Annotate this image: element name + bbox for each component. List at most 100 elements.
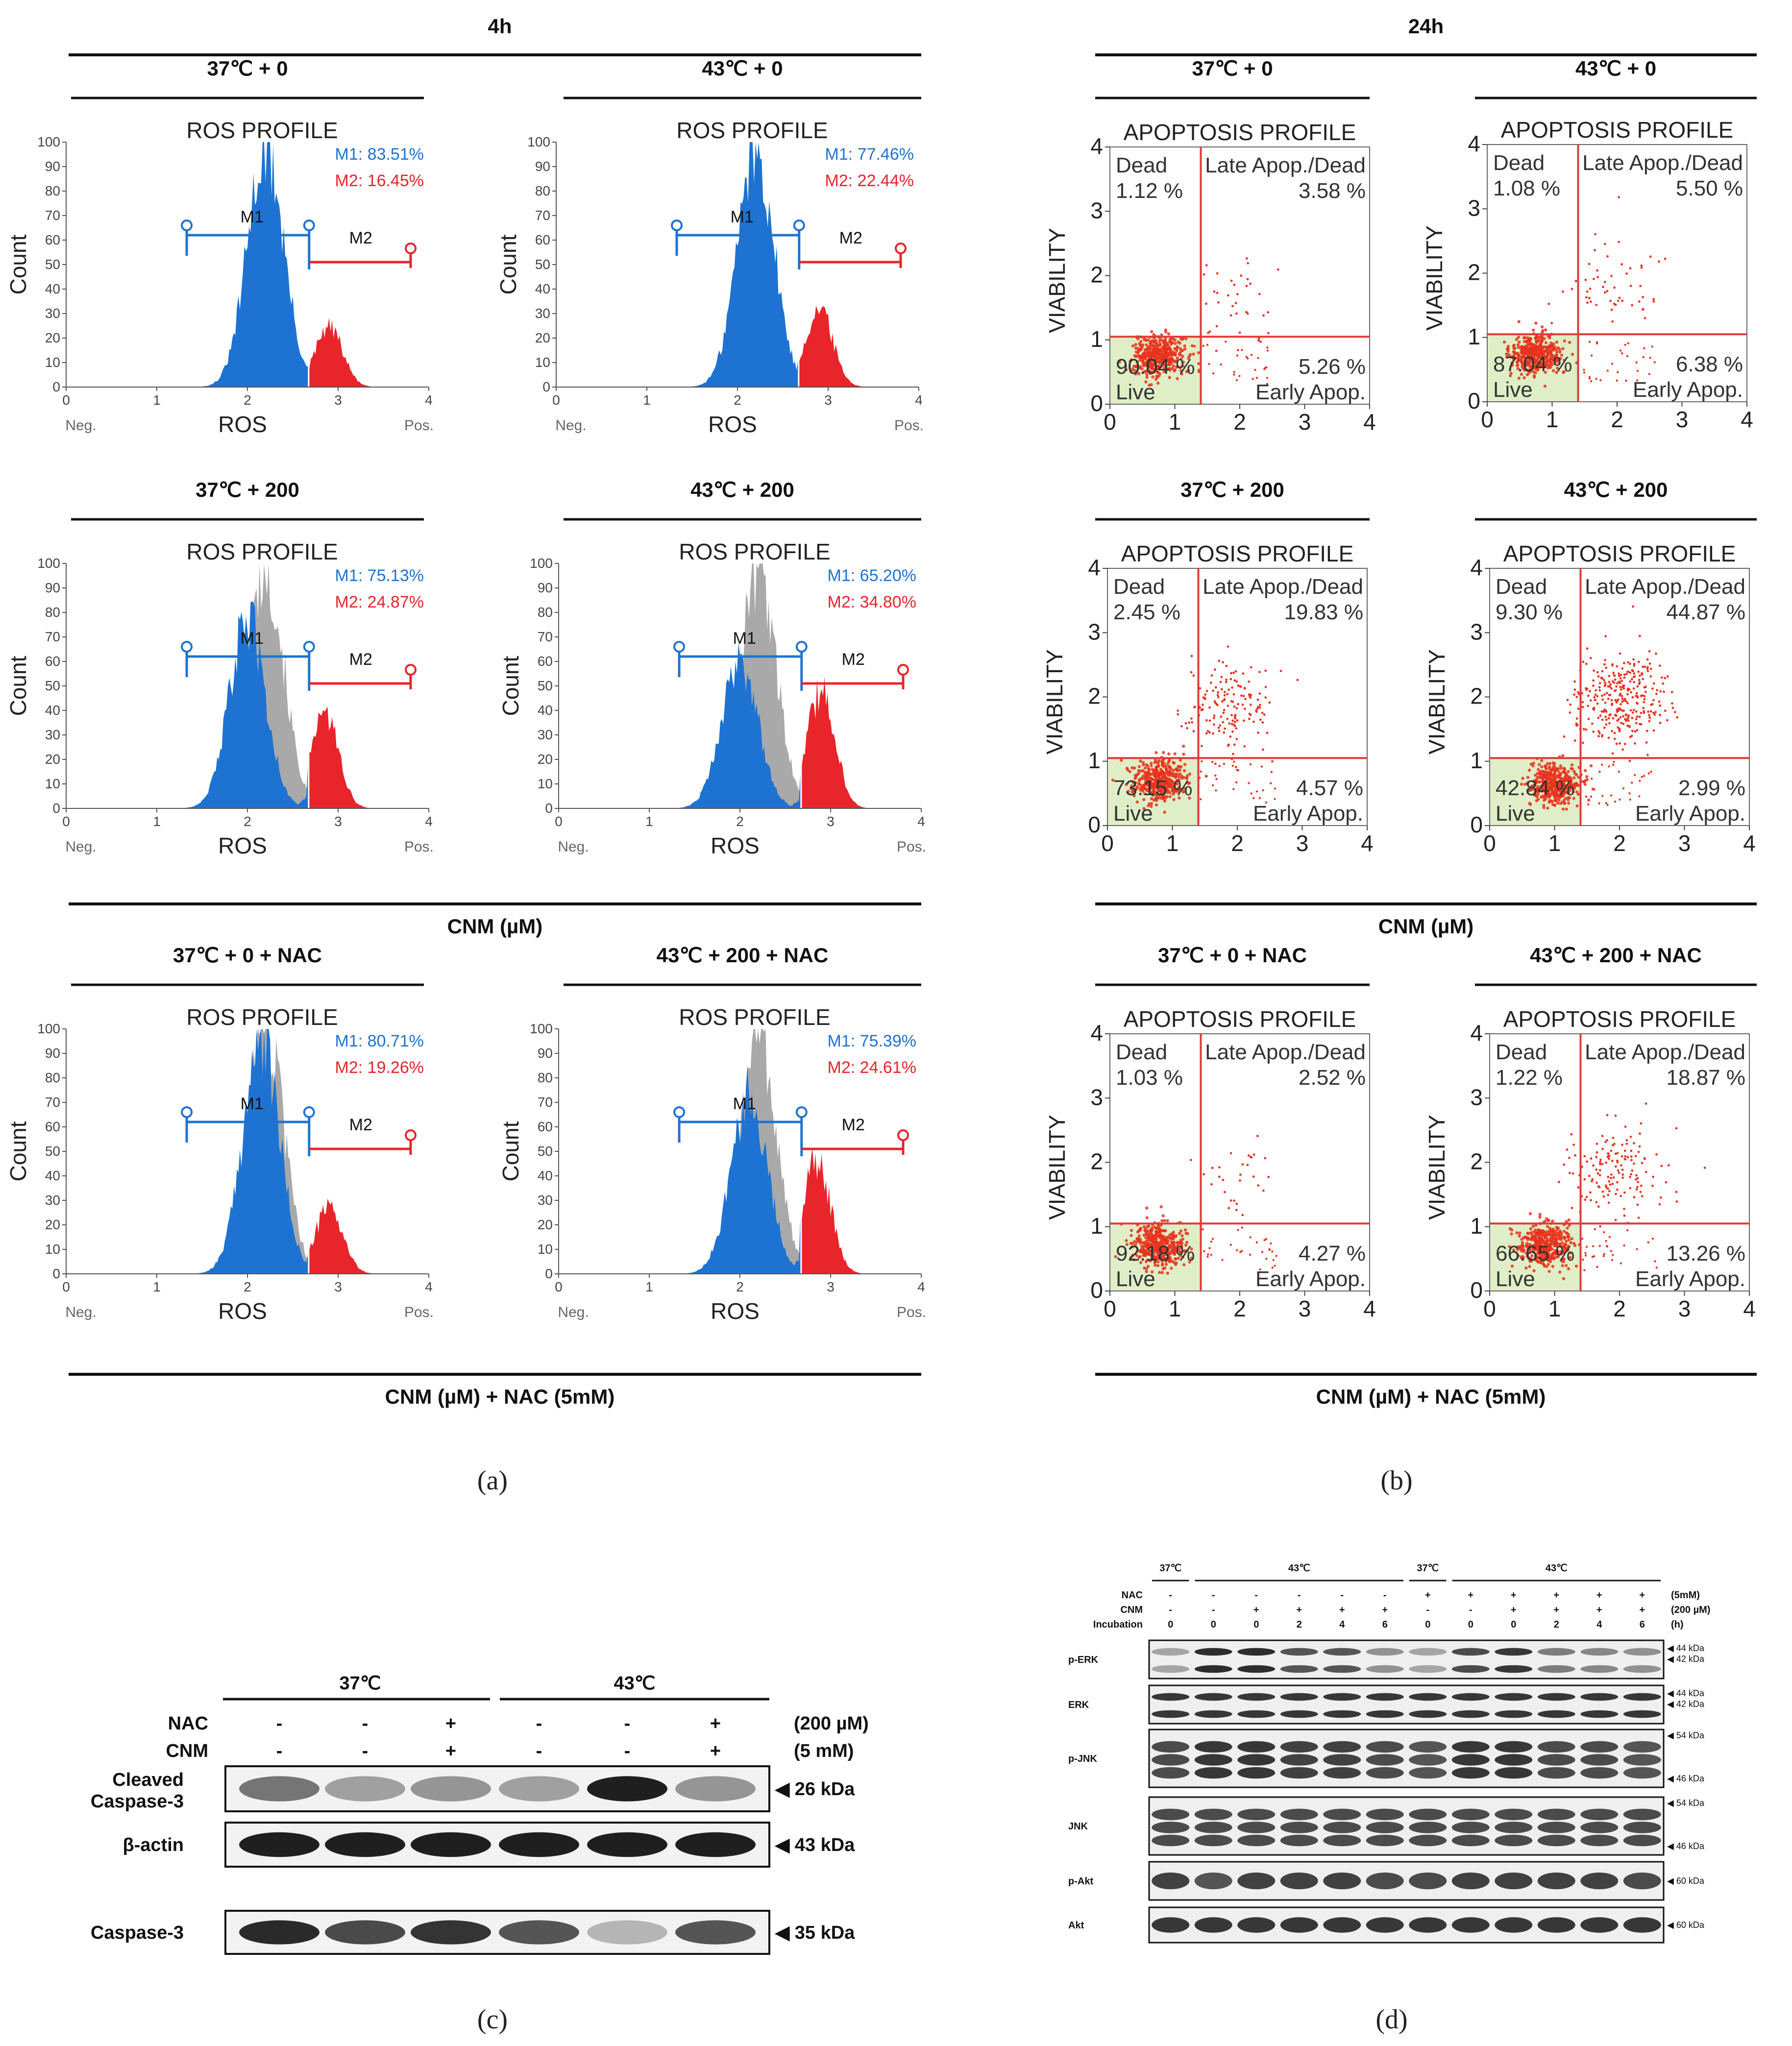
x-tick-label: 0 bbox=[1483, 830, 1496, 856]
y-tick-label: 0 bbox=[1090, 390, 1103, 416]
blot-band bbox=[1194, 1741, 1232, 1753]
blot-band bbox=[1366, 1741, 1404, 1753]
live-event-dot bbox=[1539, 346, 1542, 349]
late-event-dot bbox=[1188, 721, 1191, 724]
late-event-dot bbox=[1246, 278, 1249, 281]
blot-band bbox=[1152, 1767, 1190, 1779]
late-event-dot bbox=[1582, 660, 1585, 663]
group-label: 37℃ bbox=[1417, 1563, 1439, 1574]
early-event-dot bbox=[1583, 371, 1586, 374]
late-event-dot bbox=[1613, 302, 1616, 305]
x-tick-label: 2 bbox=[244, 814, 251, 829]
late-event-dot bbox=[1633, 672, 1636, 675]
y-tick-label: 60 bbox=[538, 1119, 553, 1134]
blot-band bbox=[1280, 1767, 1318, 1779]
live-event-dot bbox=[1135, 370, 1139, 373]
blot-band bbox=[1451, 1710, 1490, 1718]
x-tick-label: 0 bbox=[1101, 830, 1114, 856]
late-event-dot bbox=[1609, 299, 1612, 302]
late-event-dot bbox=[1624, 1125, 1627, 1128]
late-event-dot bbox=[1240, 694, 1243, 697]
live-event-dot bbox=[1145, 771, 1149, 774]
late-event-dot bbox=[1215, 325, 1218, 328]
y-tick-label: 4 bbox=[1470, 555, 1483, 580]
early-event-dot bbox=[1623, 1244, 1625, 1247]
y-tick-label: 1 bbox=[1088, 748, 1101, 773]
lane-sign: + bbox=[710, 1713, 721, 1734]
late-event-dot bbox=[1644, 317, 1646, 319]
x-tick-label: 3 bbox=[827, 814, 835, 829]
late-event-dot bbox=[1241, 1163, 1244, 1166]
late-event-dot bbox=[1602, 286, 1604, 288]
live-event-dot bbox=[1149, 352, 1152, 356]
dead-quadrant-label: Dead bbox=[1496, 1040, 1547, 1064]
live-event-dot bbox=[1173, 353, 1177, 357]
live-event-dot bbox=[1141, 353, 1145, 357]
blot-band bbox=[1194, 1693, 1232, 1701]
live-event-dot bbox=[1583, 769, 1587, 772]
late-event-dot bbox=[1212, 689, 1215, 692]
live-event-dot bbox=[1561, 754, 1565, 757]
late-event-dot bbox=[1623, 1208, 1625, 1210]
y-tick-label: 1 bbox=[1470, 1213, 1483, 1239]
late-event-dot bbox=[1608, 1190, 1611, 1193]
early-percentage: 4.27 % bbox=[1299, 1242, 1366, 1266]
live-event-dot bbox=[1545, 346, 1548, 350]
late-event-dot bbox=[1599, 1163, 1601, 1166]
early-event-dot bbox=[1212, 372, 1215, 375]
live-event-dot bbox=[1542, 359, 1545, 362]
blot-band bbox=[1237, 1741, 1276, 1753]
m1-label: M1 bbox=[733, 1095, 756, 1113]
live-event-dot bbox=[1188, 353, 1192, 356]
early-event-dot bbox=[1233, 371, 1235, 373]
y-tick-label: 4 bbox=[1470, 1020, 1483, 1046]
late-event-dot bbox=[1651, 687, 1654, 690]
late-event-dot bbox=[1225, 678, 1228, 681]
blot-band bbox=[1623, 1648, 1661, 1656]
blot-band bbox=[587, 1776, 667, 1802]
early-event-dot bbox=[1262, 789, 1264, 792]
late-event-dot bbox=[1606, 1155, 1609, 1158]
late-event-dot bbox=[1222, 721, 1225, 724]
late-event-dot bbox=[1648, 714, 1650, 716]
live-event-dot bbox=[1159, 365, 1163, 368]
condition-label: 43℃ + 0 bbox=[702, 57, 783, 80]
late-event-dot bbox=[1597, 735, 1600, 738]
y-tick-label: 0 bbox=[1090, 1277, 1103, 1303]
blot-kda: ◀ 42 kDa bbox=[1667, 1699, 1705, 1709]
blot-band bbox=[1495, 1710, 1533, 1718]
y-tick-label: 0 bbox=[52, 379, 60, 394]
chart-title: ROS PROFILE bbox=[186, 118, 338, 143]
blot-band bbox=[411, 1776, 491, 1802]
live-event-dot bbox=[1135, 360, 1139, 364]
blot-label: p-Akt bbox=[1068, 1876, 1093, 1887]
blot-band bbox=[1409, 1710, 1447, 1718]
blot-label: Akt bbox=[1068, 1920, 1084, 1931]
dead-percentage: 1.08 % bbox=[1493, 176, 1560, 200]
live-event-dot bbox=[1182, 753, 1185, 756]
x-tick-label: 3 bbox=[334, 814, 342, 829]
late-event-dot bbox=[1652, 682, 1655, 685]
blot-band bbox=[1580, 1872, 1619, 1890]
late-event-dot bbox=[1636, 729, 1639, 731]
live-event-dot bbox=[1144, 1236, 1148, 1240]
late-event-dot bbox=[1250, 666, 1252, 669]
y-tick-label: 30 bbox=[45, 727, 60, 742]
late-event-dot bbox=[1611, 663, 1614, 666]
live-event-dot bbox=[1151, 351, 1154, 355]
late-event-dot bbox=[1235, 312, 1238, 315]
late-event-dot bbox=[1610, 1177, 1612, 1180]
live-event-dot bbox=[1566, 1226, 1569, 1230]
y-tick-label: 2 bbox=[1088, 683, 1101, 709]
early-event-dot bbox=[1231, 764, 1234, 767]
live-event-dot bbox=[1145, 1206, 1149, 1210]
late-event-dot bbox=[1646, 667, 1649, 670]
late-event-dot bbox=[1237, 684, 1240, 687]
late-event-dot bbox=[1570, 1133, 1573, 1136]
early-event-dot bbox=[1613, 761, 1615, 763]
y-tick-label: 10 bbox=[45, 355, 60, 370]
y-tick-label: 80 bbox=[45, 1070, 60, 1085]
early-event-dot bbox=[1202, 1228, 1204, 1231]
